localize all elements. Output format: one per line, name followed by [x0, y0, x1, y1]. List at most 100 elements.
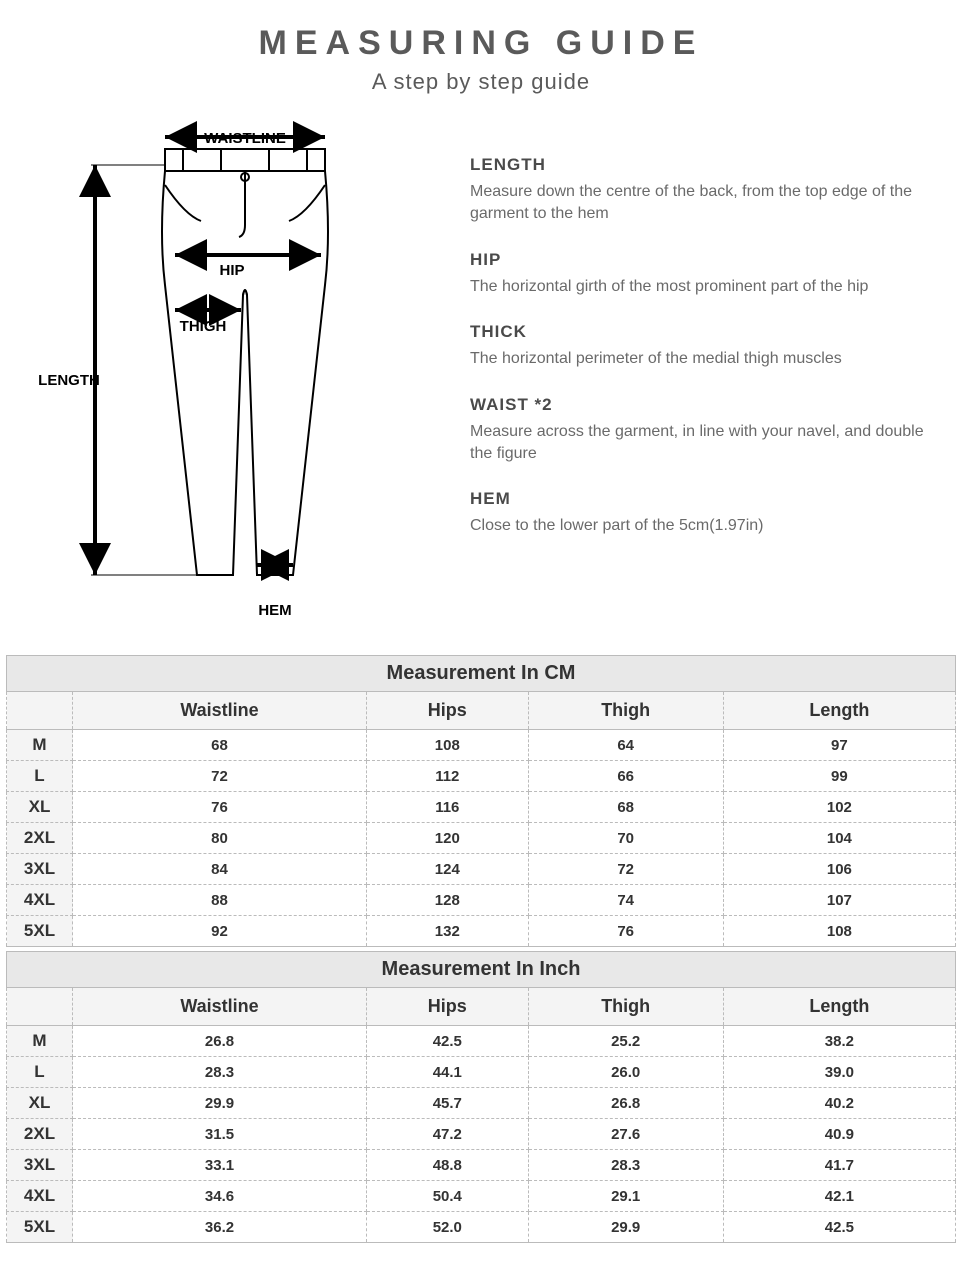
table-row: L28.344.126.039.0	[7, 1057, 956, 1088]
data-cell: 80	[73, 823, 367, 854]
data-cell: 64	[528, 730, 723, 761]
data-cell: 45.7	[367, 1088, 529, 1119]
table-inch-title: Measurement In Inch	[7, 952, 956, 988]
data-cell: 116	[367, 792, 529, 823]
data-cell: 88	[73, 885, 367, 916]
data-cell: 40.2	[723, 1088, 955, 1119]
size-cell: 2XL	[7, 823, 73, 854]
data-cell: 76	[528, 916, 723, 947]
col-thigh: Thigh	[528, 988, 723, 1026]
desc-title: WAIST *2	[470, 395, 942, 415]
size-cell: 3XL	[7, 1150, 73, 1181]
desc-text: The horizontal girth of the most promine…	[470, 276, 942, 298]
col-waistline: Waistline	[73, 692, 367, 730]
data-cell: 38.2	[723, 1026, 955, 1057]
table-inch-header-row: Waistline Hips Thigh Length	[7, 988, 956, 1026]
diagram-label-length: LENGTH	[38, 372, 100, 389]
desc-text: Close to the lower part of the 5cm(1.97i…	[470, 515, 942, 537]
data-cell: 29.9	[73, 1088, 367, 1119]
desc-title: THICK	[470, 322, 942, 342]
table-row: 4XL34.650.429.142.1	[7, 1181, 956, 1212]
table-row: 3XL33.148.828.341.7	[7, 1150, 956, 1181]
size-cell: 5XL	[7, 1212, 73, 1243]
size-cell: XL	[7, 792, 73, 823]
data-cell: 33.1	[73, 1150, 367, 1181]
data-cell: 26.8	[73, 1026, 367, 1057]
data-cell: 52.0	[367, 1212, 529, 1243]
desc-hem: HEM Close to the lower part of the 5cm(1…	[470, 489, 942, 537]
data-cell: 31.5	[73, 1119, 367, 1150]
data-cell: 70	[528, 823, 723, 854]
data-cell: 76	[73, 792, 367, 823]
desc-text: Measure down the centre of the back, fro…	[470, 181, 942, 226]
table-row: 2XL8012070104	[7, 823, 956, 854]
data-cell: 66	[528, 761, 723, 792]
data-cell: 47.2	[367, 1119, 529, 1150]
data-cell: 39.0	[723, 1057, 955, 1088]
diagram-label-hip: HIP	[219, 262, 244, 279]
col-hips: Hips	[367, 988, 529, 1026]
data-cell: 84	[73, 854, 367, 885]
desc-text: Measure across the garment, in line with…	[470, 421, 942, 466]
table-inch: Measurement In Inch Waistline Hips Thigh…	[6, 951, 956, 1243]
table-cm-title: Measurement In CM	[7, 656, 956, 692]
data-cell: 132	[367, 916, 529, 947]
page-subtitle: A step by step guide	[0, 69, 962, 95]
size-cell: M	[7, 730, 73, 761]
data-cell: 120	[367, 823, 529, 854]
size-cell: M	[7, 1026, 73, 1057]
data-cell: 107	[723, 885, 955, 916]
col-hips: Hips	[367, 692, 529, 730]
desc-title: HIP	[470, 250, 942, 270]
table-row: L721126699	[7, 761, 956, 792]
size-cell: 4XL	[7, 885, 73, 916]
table-row: XL7611668102	[7, 792, 956, 823]
desc-waist: WAIST *2 Measure across the garment, in …	[470, 395, 942, 466]
diagram-label-hem: HEM	[258, 602, 291, 619]
col-waistline: Waistline	[73, 988, 367, 1026]
diagram-column: WAISTLINE	[20, 115, 440, 635]
data-cell: 26.0	[528, 1057, 723, 1088]
table-row: 3XL8412472106	[7, 854, 956, 885]
data-cell: 97	[723, 730, 955, 761]
col-length: Length	[723, 988, 955, 1026]
data-cell: 106	[723, 854, 955, 885]
data-cell: 28.3	[528, 1150, 723, 1181]
data-cell: 50.4	[367, 1181, 529, 1212]
desc-title: HEM	[470, 489, 942, 509]
data-cell: 40.9	[723, 1119, 955, 1150]
table-cm-header-row: Waistline Hips Thigh Length	[7, 692, 956, 730]
data-cell: 68	[73, 730, 367, 761]
size-cell: XL	[7, 1088, 73, 1119]
data-cell: 104	[723, 823, 955, 854]
table-row: XL29.945.726.840.2	[7, 1088, 956, 1119]
col-size	[7, 692, 73, 730]
data-cell: 108	[367, 730, 529, 761]
diagram-label-thigh: THIGH	[180, 318, 227, 335]
table-row: 5XL9213276108	[7, 916, 956, 947]
data-cell: 42.5	[723, 1212, 955, 1243]
guide-row: WAISTLINE	[0, 105, 962, 655]
data-cell: 112	[367, 761, 529, 792]
pants-diagram: WAISTLINE	[25, 115, 435, 635]
desc-title: LENGTH	[470, 155, 942, 175]
data-cell: 108	[723, 916, 955, 947]
data-cell: 74	[528, 885, 723, 916]
data-cell: 26.8	[528, 1088, 723, 1119]
data-cell: 68	[528, 792, 723, 823]
table-row: M26.842.525.238.2	[7, 1026, 956, 1057]
tables-section: Measurement In CM Waistline Hips Thigh L…	[0, 655, 962, 1267]
table-row: M681086497	[7, 730, 956, 761]
data-cell: 29.9	[528, 1212, 723, 1243]
table-row: 4XL8812874107	[7, 885, 956, 916]
data-cell: 29.1	[528, 1181, 723, 1212]
data-cell: 25.2	[528, 1026, 723, 1057]
data-cell: 42.5	[367, 1026, 529, 1057]
col-size	[7, 988, 73, 1026]
desc-hip: HIP The horizontal girth of the most pro…	[470, 250, 942, 298]
table-row: 5XL36.252.029.942.5	[7, 1212, 956, 1243]
size-cell: 3XL	[7, 854, 73, 885]
desc-thick: THICK The horizontal perimeter of the me…	[470, 322, 942, 370]
data-cell: 72	[73, 761, 367, 792]
size-cell: 5XL	[7, 916, 73, 947]
